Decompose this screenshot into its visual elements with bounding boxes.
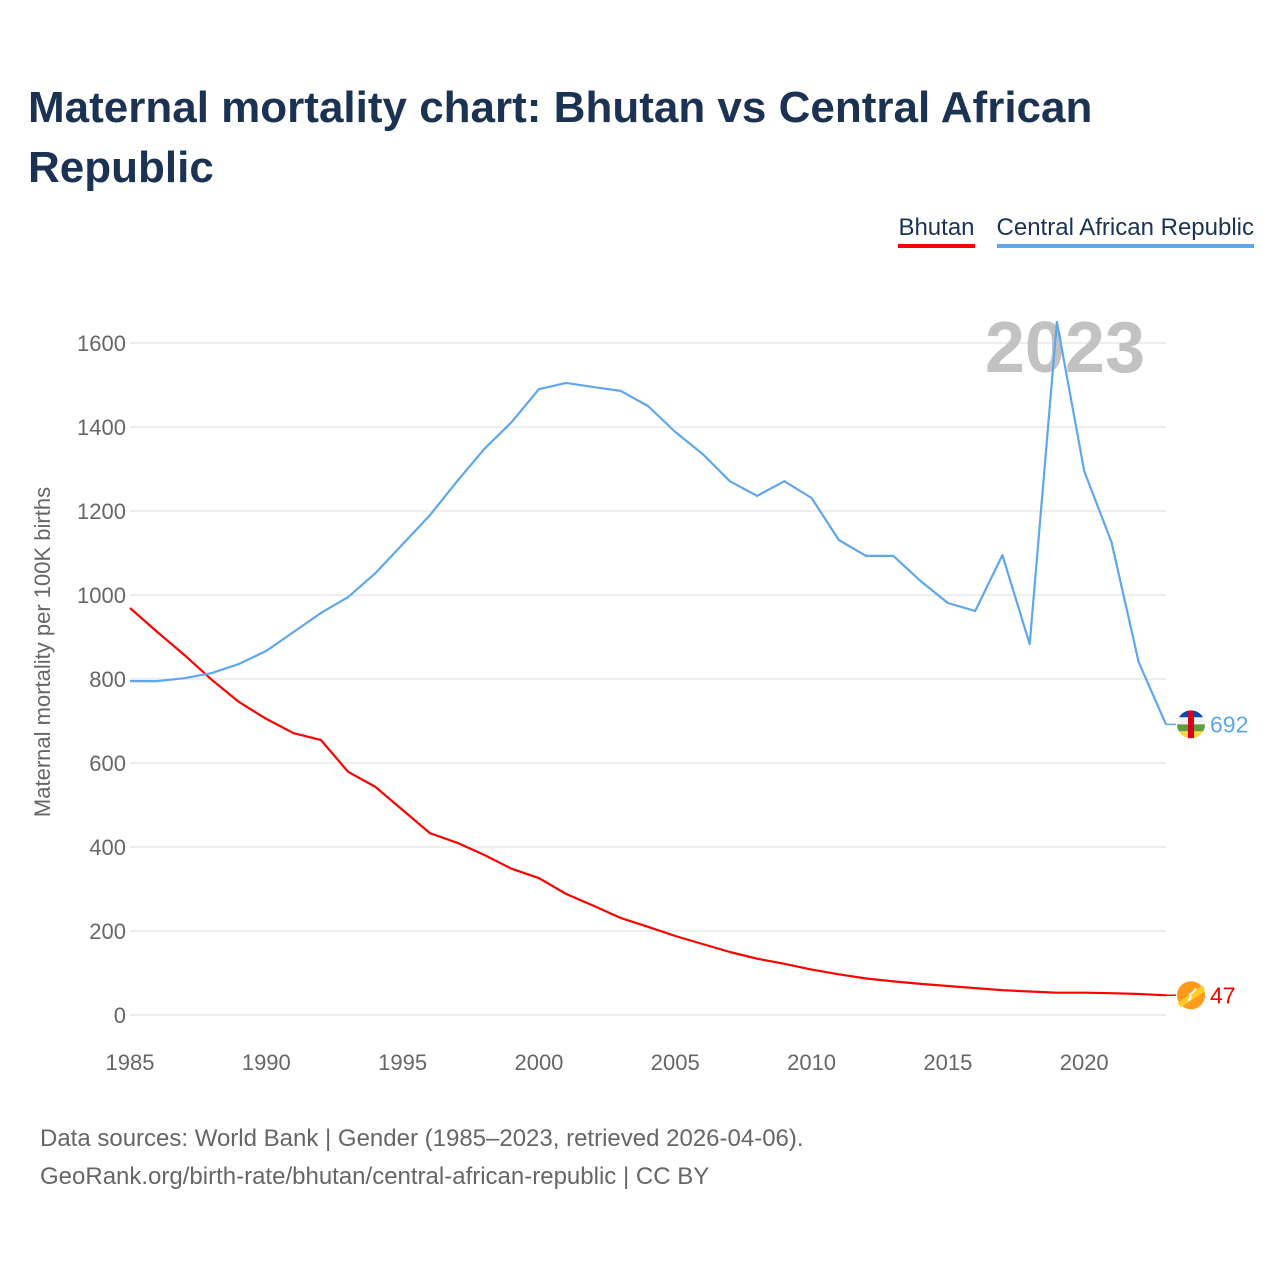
car-flag-icon	[1177, 710, 1205, 739]
legend-central-african-republic[interactable]: Central African Republic	[996, 214, 1254, 248]
x-tick-label: 2015	[923, 1050, 972, 1075]
end-value-label: 47	[1210, 982, 1236, 1008]
series-line-bhutan	[129, 607, 1167, 997]
chart-title: Maternal mortality chart: Bhutan vs Cent…	[28, 83, 1093, 192]
y-tick-label: 800	[89, 667, 126, 692]
flag-stripe	[1188, 710, 1194, 739]
series-line-central-african-republic	[130, 320, 1168, 725]
y-tick-label: 400	[89, 835, 126, 860]
legend: Bhutan Central African Republic	[898, 214, 1254, 248]
source-note: Data sources: World Bank | Gender (1985–…	[40, 1120, 804, 1196]
end-value-label: 692	[1210, 711, 1248, 737]
x-tick-label: 1990	[242, 1050, 291, 1075]
x-tick-label: 2020	[1060, 1050, 1109, 1075]
y-tick-label: 1000	[77, 583, 126, 608]
y-tick-label: 1600	[77, 331, 126, 356]
source-line-2[interactable]: GeoRank.org/birth-rate/bhutan/central-af…	[40, 1163, 710, 1190]
x-tick-label: 1995	[378, 1050, 427, 1075]
x-tick-label: 2010	[787, 1050, 836, 1075]
year-watermark: 2023	[985, 308, 1145, 388]
x-tick-label: 2000	[514, 1050, 563, 1075]
x-tick-label: 1985	[106, 1050, 155, 1075]
x-tick-label: 2005	[651, 1050, 700, 1075]
y-tick-label: 1400	[77, 415, 126, 440]
bhutan-dragon-icon	[1187, 987, 1197, 1002]
source-line-1: Data sources: World Bank | Gender (1985–…	[40, 1125, 804, 1152]
y-tick-label: 600	[89, 751, 126, 776]
y-axis-label: Maternal mortality per 100K births	[30, 487, 55, 817]
legend-bhutan[interactable]: Bhutan	[898, 214, 975, 248]
y-tick-label: 1200	[77, 499, 126, 524]
y-tick-label: 0	[114, 1003, 126, 1028]
y-tick-label: 200	[89, 919, 126, 944]
